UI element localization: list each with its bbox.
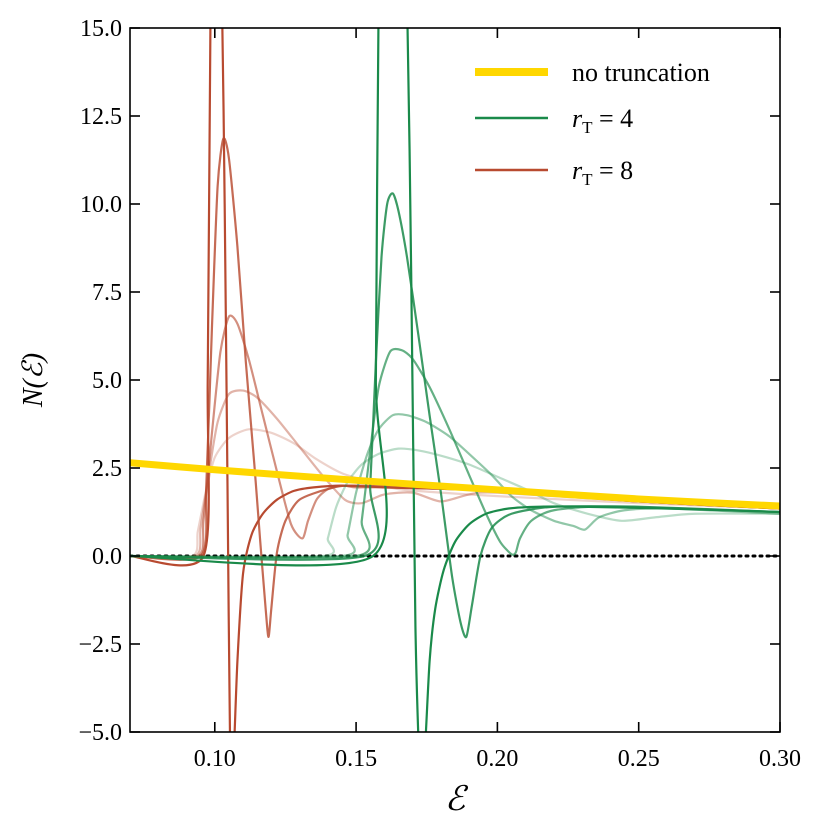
x-tick-label: 0.25 [618,746,660,772]
legend: no truncation rT = 4 rT = 8 [475,58,710,189]
series-line-r-t-4 [130,28,780,732]
y-tick-label: 12.5 [80,104,122,130]
y-tick-label: 10.0 [80,192,122,218]
y-tick-label: −5.0 [78,720,122,746]
x-tick-label: 0.20 [476,746,518,772]
series-line-r-t-4-mid- [130,347,780,559]
y-tick-label: 0.0 [92,544,122,570]
y-tick-label: 5.0 [92,368,122,394]
series-line-no-truncation [130,459,780,510]
legend-label: rT = 4 [572,104,633,137]
legend-label: rT = 8 [572,156,633,189]
series-line-r-t-4-faint-2- [130,413,780,559]
x-axis-label: ℰ [445,781,469,818]
x-tick-label: 0.15 [335,746,377,772]
y-tick-label: 15.0 [80,16,122,42]
x-tick-label: 0.30 [759,746,801,772]
y-tick-label: −2.5 [78,632,122,658]
x-tick-label: 0.10 [194,746,236,772]
series-line-r-t-8 [130,28,780,732]
series-line-r-t-4-strong- [130,192,780,639]
y-tick-label: 7.5 [92,280,122,306]
y-tick-label: 2.5 [92,456,122,482]
series-layer [130,28,780,732]
ticks-layer: 0.10 0.15 0.20 0.25 0.30 −5.0 −2.5 0.0 2.5 5.0 7.5… [78,16,801,772]
legend-label: no truncation [572,58,710,87]
y-axis-label: N(ℰ) [18,353,49,408]
series-line-r-t-4-faint-1- [130,447,780,559]
